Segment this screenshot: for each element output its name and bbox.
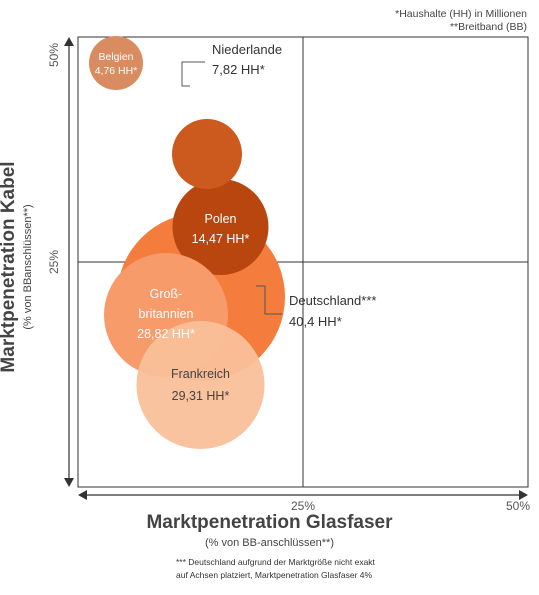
footnote-line-2: auf Achsen platziert, Marktpenetration G…: [176, 570, 373, 580]
x-axis-arrowhead-right: [519, 490, 528, 500]
x-axis-sublabel: (% von BB-anschlüssen**): [204, 537, 334, 549]
bubble-frankreich: [136, 321, 265, 449]
bubble-belgien: [89, 36, 143, 90]
bubble-label-name: Polen: [205, 212, 237, 226]
y-tick-label: 25%: [47, 250, 61, 274]
y-axis-sublabel: (% von BBanschlüssen**): [22, 204, 34, 330]
bubble-label-value: 14,47 HH*: [192, 232, 250, 246]
bubble-label-name: Groß-: [150, 287, 183, 301]
bubble-polen: [172, 179, 269, 275]
y-axis-arrowhead-bottom: [64, 478, 74, 487]
bubble-label-name: britannien: [139, 307, 194, 321]
bubble-label-value: 40,4 HH*: [289, 314, 342, 329]
y-axis-label: Marktpenetration Kabel: [0, 161, 19, 373]
bubble-label-value: 7,82 HH*: [212, 62, 265, 77]
note-households: *Haushalte (HH) in Millionen: [395, 8, 527, 20]
bubble-label-name: Belgien: [98, 51, 133, 63]
bubble-label-value: 28,82 HH*: [137, 327, 195, 341]
y-tick-label: 50%: [47, 43, 61, 67]
leader-line: [181, 61, 205, 87]
y-axis-title: Marktpenetration Kabel (% von BBanschlüs…: [0, 87, 52, 447]
leader-line: [256, 285, 282, 315]
bubble-niederlande: [172, 119, 242, 189]
note-broadband: **Breitband (BB): [449, 21, 527, 33]
bubble-label-value: 29,31 HH*: [172, 389, 230, 403]
bubble-label-name: Niederlande: [212, 42, 282, 57]
bubble-label-value: 4,76 HH*: [95, 65, 138, 77]
x-axis-arrowhead-left: [78, 490, 87, 500]
bubble-label-name: Deutschland***: [289, 293, 376, 308]
footnote: *** Deutschland aufgrund der Marktgröße …: [176, 556, 375, 582]
x-tick-label: 50%: [506, 499, 530, 513]
x-tick-label: 25%: [291, 499, 315, 513]
x-axis-label: Marktpenetration Glasfaser: [146, 512, 393, 533]
bubble-label-name: Frankreich: [171, 367, 230, 381]
footnote-line-1: *** Deutschland aufgrund der Marktgröße …: [176, 557, 375, 567]
y-axis-arrowhead-top: [64, 37, 74, 46]
